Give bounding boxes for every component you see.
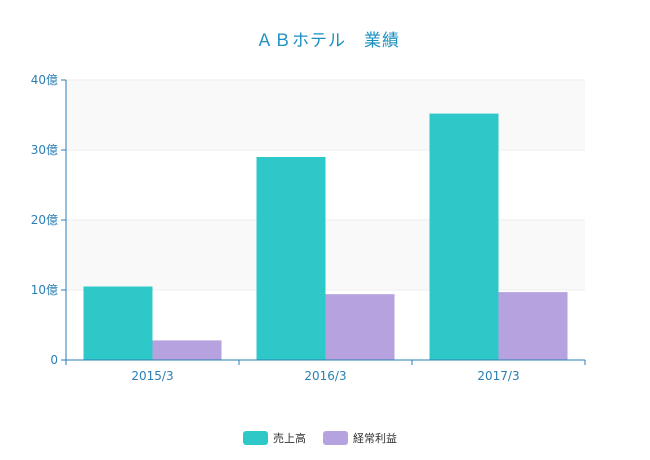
x-tick-label: 2015/3 xyxy=(131,369,173,383)
x-tick-label: 2017/3 xyxy=(477,369,519,383)
legend-swatch xyxy=(243,431,268,445)
legend-label: 売上高 xyxy=(273,431,306,445)
y-tick-label: 10億 xyxy=(31,283,58,297)
bar-ordinary-profit xyxy=(325,294,395,360)
bar-sales xyxy=(83,286,153,360)
y-tick-label: 40億 xyxy=(31,73,58,87)
legend-item-ordinary-profit[interactable]: 経常利益 xyxy=(323,431,397,445)
grid-band xyxy=(66,80,585,150)
bar-sales xyxy=(256,157,326,360)
legend-swatch xyxy=(323,431,348,445)
bar-sales xyxy=(429,113,499,360)
bar-ordinary-profit xyxy=(498,292,568,360)
y-tick-label: 0 xyxy=(50,353,58,367)
y-tick-label: 20億 xyxy=(31,213,58,227)
bar-ordinary-profit xyxy=(152,340,222,360)
legend: 売上高 経常利益 xyxy=(243,431,397,445)
chart-title: ＡＢホテル 業績 xyxy=(256,31,400,51)
legend-label: 経常利益 xyxy=(353,431,397,445)
y-tick-label: 30億 xyxy=(31,143,58,157)
x-tick-label: 2016/3 xyxy=(304,369,346,383)
legend-item-sales[interactable]: 売上高 xyxy=(243,431,306,445)
plot-area: 0 10億 20億 30億 40億 2015/3 2016/3 2017/3 xyxy=(31,73,586,383)
